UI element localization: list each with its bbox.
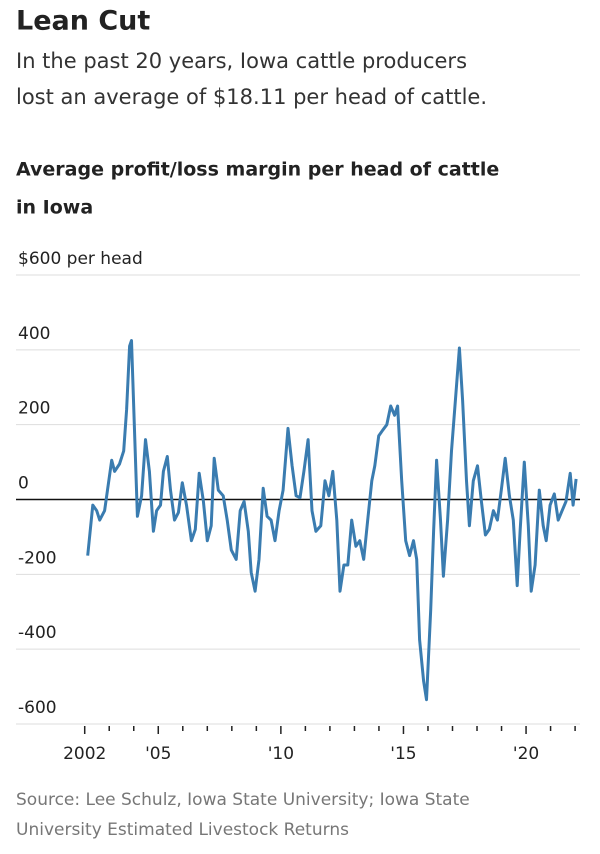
x-tick-label: '05 bbox=[145, 744, 171, 764]
x-tick-label: 2002 bbox=[63, 744, 106, 764]
subtitle: lost an average of $18.11 per head of ca… bbox=[16, 85, 487, 109]
y-tick-label: -400 bbox=[18, 623, 57, 643]
y-tick-label: 400 bbox=[18, 324, 50, 344]
y-tick-label: -600 bbox=[18, 698, 57, 718]
x-tick-label: '10 bbox=[268, 744, 294, 764]
source: Source: Lee Schulz, Iowa State Universit… bbox=[16, 790, 470, 810]
y-tick-label: $600 per head bbox=[18, 249, 143, 269]
title: Lean Cut bbox=[16, 6, 150, 37]
source: University Estimated Livestock Returns bbox=[16, 820, 349, 840]
y-tick-label: 0 bbox=[18, 474, 29, 494]
subtitle: In the past 20 years, Iowa cattle produc… bbox=[16, 49, 467, 73]
x-tick-label: '20 bbox=[513, 744, 539, 764]
chart-title: Average profit/loss margin per head of c… bbox=[16, 159, 499, 181]
y-tick-label: -200 bbox=[18, 548, 57, 568]
y-tick-label: 200 bbox=[18, 399, 50, 419]
series-line bbox=[86, 339, 578, 702]
chart-title: in Iowa bbox=[16, 197, 93, 219]
x-tick-label: '15 bbox=[390, 744, 416, 764]
